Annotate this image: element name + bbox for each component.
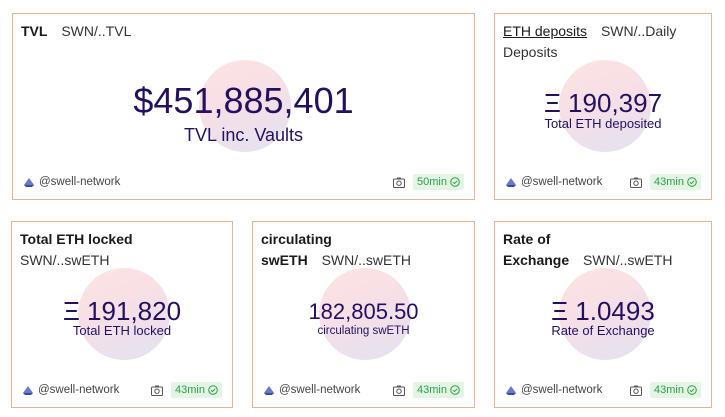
card-footer: @swell-network 50min bbox=[23, 174, 464, 190]
camera-icon[interactable] bbox=[630, 385, 643, 396]
refresh-age: 43min bbox=[654, 384, 684, 396]
dune-logo-icon bbox=[23, 386, 33, 395]
query-link[interactable]: SWN/..TVL bbox=[61, 23, 132, 39]
dune-logo-icon bbox=[506, 386, 516, 395]
author-link[interactable]: @swell-network bbox=[263, 382, 360, 398]
camera-icon[interactable] bbox=[630, 177, 643, 188]
author-name: @swell-network bbox=[38, 384, 120, 396]
background-blob bbox=[319, 268, 411, 360]
card-title-continued: swETH bbox=[261, 252, 308, 268]
card-title: TVL bbox=[21, 23, 48, 39]
check-circle-icon bbox=[687, 385, 697, 395]
refresh-badge: 50min bbox=[413, 174, 464, 190]
counter-value: Ξ 1.0493 bbox=[551, 296, 655, 326]
counter-caption: Total ETH locked bbox=[72, 323, 172, 338]
counter-caption: circulating swETH bbox=[317, 325, 410, 337]
card-header: ETH deposits SWN/..Daily Deposits bbox=[503, 21, 703, 63]
camera-icon[interactable] bbox=[151, 385, 164, 396]
card-title: circulating bbox=[261, 231, 332, 247]
author-link[interactable]: @swell-network bbox=[23, 174, 120, 190]
card-footer: @swell-network 43min bbox=[263, 382, 464, 398]
check-circle-icon bbox=[208, 385, 218, 395]
dune-logo-icon bbox=[264, 386, 274, 395]
camera-icon[interactable] bbox=[393, 385, 406, 396]
author-link[interactable]: @swell-network bbox=[505, 382, 602, 398]
counter-value: Ξ 190,397 bbox=[543, 88, 663, 118]
counter-caption: Rate of Exchange bbox=[551, 323, 655, 338]
exchange-rate-card: Rate of Exchange SWN/..swETH Ξ 1.0493 Ra… bbox=[494, 221, 712, 408]
author-name: @swell-network bbox=[521, 384, 603, 396]
author-link[interactable]: @swell-network bbox=[505, 174, 602, 190]
card-title: Rate of bbox=[503, 231, 551, 247]
card-title-continued: Exchange bbox=[503, 252, 570, 268]
background-blob bbox=[559, 60, 651, 152]
tvl-card: TVL SWN/..TVL $451,885,401 TVL inc. Vaul… bbox=[12, 13, 475, 200]
background-blob bbox=[78, 268, 170, 360]
card-footer: @swell-network 43min bbox=[505, 382, 701, 398]
card-header: Total ETH locked SWN/..swETH bbox=[20, 229, 224, 271]
author-name: @swell-network bbox=[39, 176, 121, 188]
eth-locked-card: Total ETH locked SWN/..swETH Ξ 191,820 T… bbox=[11, 221, 233, 408]
counter-caption: Total ETH deposited bbox=[544, 116, 662, 131]
check-circle-icon bbox=[687, 177, 697, 187]
query-link[interactable]: SWN/..Daily bbox=[600, 23, 677, 39]
author-name: @swell-network bbox=[521, 176, 603, 188]
card-header: Rate of Exchange SWN/..swETH bbox=[503, 229, 703, 271]
card-header: circulating swETH SWN/..swETH bbox=[261, 229, 466, 271]
dune-logo-icon bbox=[24, 178, 34, 187]
counter-caption: TVL inc. Vaults bbox=[183, 125, 304, 145]
author-name: @swell-network bbox=[279, 384, 361, 396]
refresh-badge: 43min bbox=[171, 382, 222, 398]
refresh-age: 43min bbox=[175, 384, 205, 396]
circulating-card: circulating swETH SWN/..swETH 182,805.50… bbox=[252, 221, 475, 408]
card-footer: @swell-network 43min bbox=[505, 174, 701, 190]
background-blob bbox=[199, 60, 291, 152]
query-link-continued[interactable]: Deposits bbox=[503, 44, 558, 60]
refresh-badge: 43min bbox=[413, 382, 464, 398]
refresh-badge: 43min bbox=[650, 382, 701, 398]
counter-value: 182,805.50 bbox=[308, 299, 419, 324]
dune-logo-icon bbox=[506, 178, 516, 187]
refresh-age: 43min bbox=[417, 384, 447, 396]
card-title: Total ETH locked bbox=[20, 231, 133, 247]
check-circle-icon bbox=[450, 177, 460, 187]
camera-icon[interactable] bbox=[393, 177, 406, 188]
counter-value: $451,885,401 bbox=[133, 80, 354, 121]
card-footer: @swell-network 43min bbox=[22, 382, 222, 398]
card-header: TVL SWN/..TVL bbox=[21, 21, 466, 42]
refresh-badge: 43min bbox=[650, 174, 701, 190]
refresh-age: 50min bbox=[417, 176, 447, 188]
counter-value: Ξ 191,820 bbox=[62, 296, 182, 326]
query-link[interactable]: SWN/..swETH bbox=[20, 252, 110, 268]
query-link[interactable]: SWN/..swETH bbox=[583, 252, 673, 268]
author-link[interactable]: @swell-network bbox=[22, 382, 119, 398]
refresh-age: 43min bbox=[654, 176, 684, 188]
eth-deposits-card: ETH deposits SWN/..Daily Deposits Ξ 190,… bbox=[494, 13, 712, 200]
check-circle-icon bbox=[450, 385, 460, 395]
query-link[interactable]: SWN/..swETH bbox=[321, 252, 412, 268]
card-title-link[interactable]: ETH deposits bbox=[503, 23, 588, 39]
background-blob bbox=[559, 268, 651, 360]
